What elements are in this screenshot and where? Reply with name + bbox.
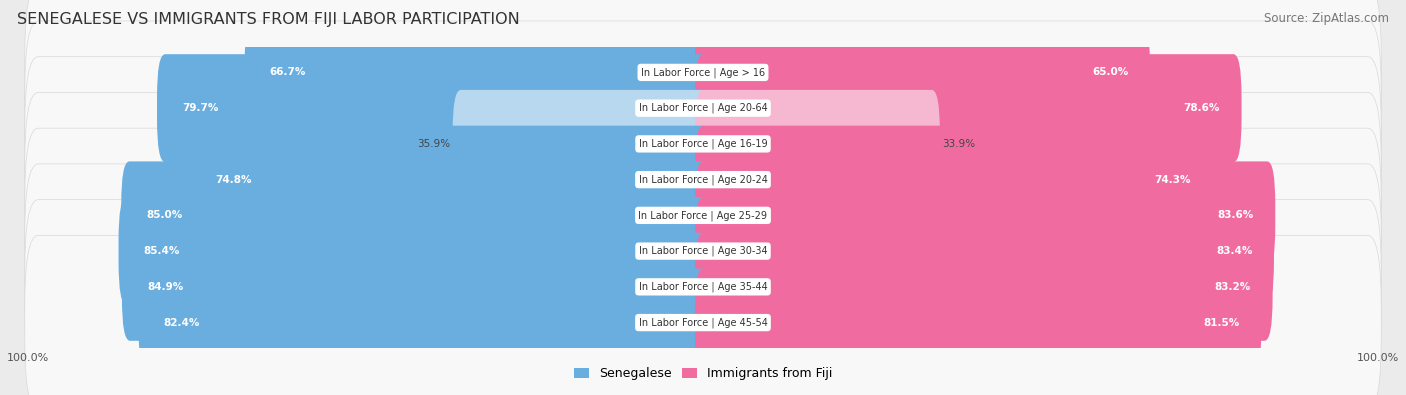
Text: In Labor Force | Age 20-24: In Labor Force | Age 20-24: [638, 174, 768, 185]
Legend: Senegalese, Immigrants from Fiji: Senegalese, Immigrants from Fiji: [574, 367, 832, 380]
Text: In Labor Force | Age 45-54: In Labor Force | Age 45-54: [638, 317, 768, 328]
FancyBboxPatch shape: [695, 269, 1261, 376]
FancyBboxPatch shape: [25, 21, 1381, 196]
FancyBboxPatch shape: [122, 233, 711, 341]
FancyBboxPatch shape: [139, 269, 711, 376]
Text: In Labor Force | Age 35-44: In Labor Force | Age 35-44: [638, 282, 768, 292]
Text: In Labor Force | Age 16-19: In Labor Force | Age 16-19: [638, 139, 768, 149]
FancyBboxPatch shape: [157, 54, 711, 162]
Text: 83.2%: 83.2%: [1215, 282, 1251, 292]
FancyBboxPatch shape: [695, 54, 1241, 162]
FancyBboxPatch shape: [695, 19, 1150, 126]
FancyBboxPatch shape: [25, 164, 1381, 338]
Text: 85.0%: 85.0%: [146, 211, 183, 220]
FancyBboxPatch shape: [25, 57, 1381, 231]
Text: In Labor Force | Age 25-29: In Labor Force | Age 25-29: [638, 210, 768, 221]
FancyBboxPatch shape: [25, 128, 1381, 303]
Text: In Labor Force | Age 30-34: In Labor Force | Age 30-34: [638, 246, 768, 256]
FancyBboxPatch shape: [695, 197, 1274, 305]
Text: 66.7%: 66.7%: [270, 68, 307, 77]
Text: 33.9%: 33.9%: [942, 139, 974, 149]
FancyBboxPatch shape: [695, 233, 1272, 341]
FancyBboxPatch shape: [121, 162, 711, 269]
Text: 85.4%: 85.4%: [143, 246, 180, 256]
FancyBboxPatch shape: [245, 19, 711, 126]
Text: 84.9%: 84.9%: [146, 282, 183, 292]
Text: 78.6%: 78.6%: [1184, 103, 1220, 113]
Text: 65.0%: 65.0%: [1092, 68, 1128, 77]
Text: 79.7%: 79.7%: [181, 103, 218, 113]
FancyBboxPatch shape: [25, 235, 1381, 395]
FancyBboxPatch shape: [695, 162, 1275, 269]
Text: 81.5%: 81.5%: [1204, 318, 1240, 327]
FancyBboxPatch shape: [25, 0, 1381, 160]
FancyBboxPatch shape: [453, 90, 711, 198]
Text: In Labor Force | Age > 16: In Labor Force | Age > 16: [641, 67, 765, 78]
Text: 83.6%: 83.6%: [1218, 211, 1254, 220]
Text: Source: ZipAtlas.com: Source: ZipAtlas.com: [1264, 12, 1389, 25]
FancyBboxPatch shape: [25, 199, 1381, 374]
FancyBboxPatch shape: [190, 126, 711, 233]
FancyBboxPatch shape: [695, 126, 1212, 233]
FancyBboxPatch shape: [695, 90, 939, 198]
Text: 82.4%: 82.4%: [163, 318, 200, 327]
Text: 83.4%: 83.4%: [1216, 246, 1253, 256]
Text: 74.8%: 74.8%: [215, 175, 252, 184]
Text: In Labor Force | Age 20-64: In Labor Force | Age 20-64: [638, 103, 768, 113]
Text: SENEGALESE VS IMMIGRANTS FROM FIJI LABOR PARTICIPATION: SENEGALESE VS IMMIGRANTS FROM FIJI LABOR…: [17, 12, 520, 27]
FancyBboxPatch shape: [25, 92, 1381, 267]
Text: 35.9%: 35.9%: [418, 139, 450, 149]
Text: 74.3%: 74.3%: [1154, 175, 1191, 184]
FancyBboxPatch shape: [118, 197, 711, 305]
